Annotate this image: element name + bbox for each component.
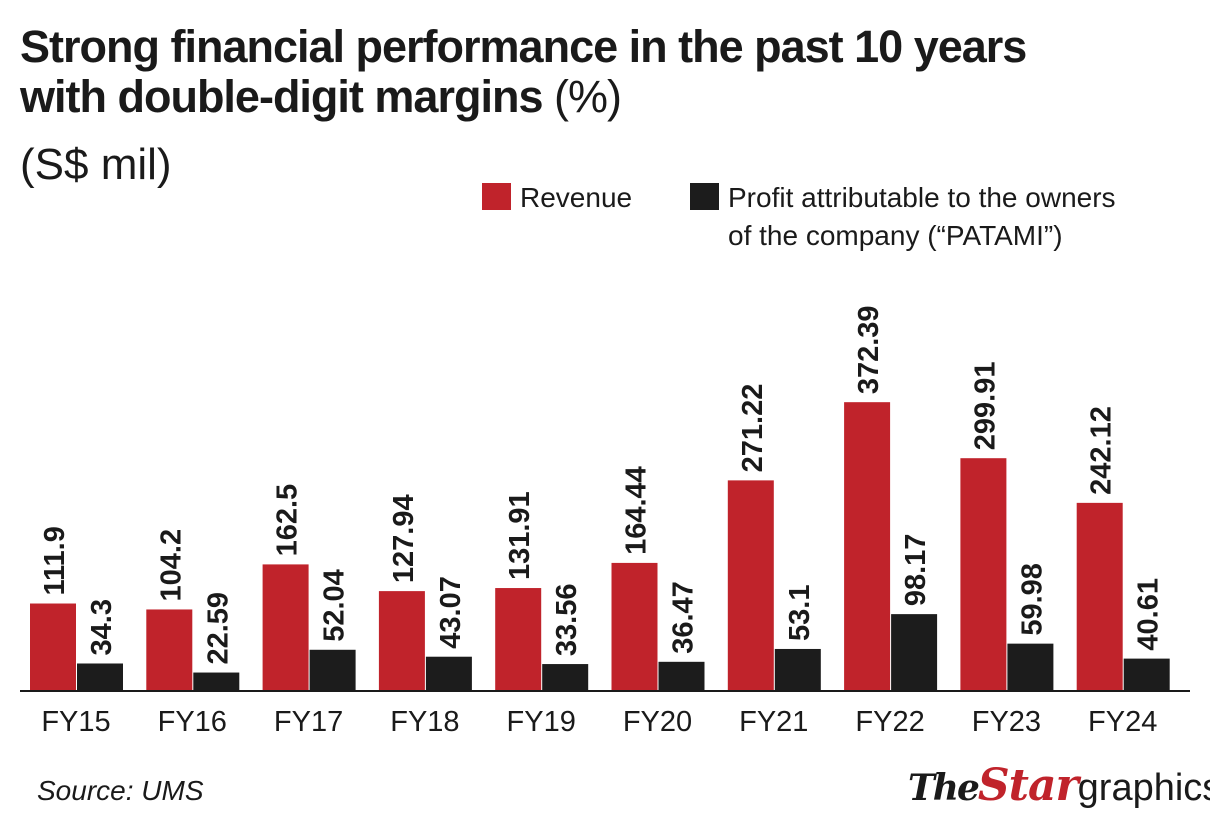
bar-patami-fy18 [425, 656, 472, 690]
source-note: Source: UMS [37, 775, 204, 806]
bar-revenue-fy21 [727, 480, 774, 690]
legend-patami: Profit attributable to the owners of the… [690, 180, 1190, 260]
x-tick-label-fy24: FY24 [1088, 706, 1157, 738]
x-tick-label-fy21: FY21 [739, 706, 808, 738]
data-label-revenue-fy20: 164.44 [621, 466, 653, 555]
data-label-revenue-fy17: 162.5 [272, 484, 304, 557]
bar-patami-fy23 [1007, 643, 1054, 690]
legend-patami-swatch [690, 183, 719, 210]
bar-revenue-fy16 [146, 609, 193, 690]
data-label-revenue-fy16: 104.2 [155, 529, 187, 602]
data-label-patami-fy15: 34.3 [86, 599, 118, 655]
bar-revenue-fy18 [378, 591, 425, 690]
data-label-patami-fy18: 43.07 [435, 576, 467, 649]
x-tick-label-fy23: FY23 [972, 706, 1041, 738]
data-label-revenue-fy15: 111.9 [39, 526, 71, 595]
data-label-patami-fy16: 22.59 [202, 592, 234, 665]
bar-revenue-fy17 [262, 564, 309, 690]
bar-chart: 111.9 34.3 FY15 104.2 22.59 FY16 162.5 52.04 FY1… [20, 305, 1190, 738]
x-tick-label-fy20: FY20 [623, 706, 692, 738]
logo-star: Star [977, 760, 1079, 811]
logo-the: The [908, 767, 980, 809]
x-tick-label-fy22: FY22 [855, 706, 924, 738]
data-label-revenue-fy19: 131.91 [504, 491, 536, 580]
x-tick-label-fy16: FY16 [158, 706, 227, 738]
bar-patami-fy22 [891, 614, 938, 690]
bar-revenue-fy20 [611, 562, 658, 690]
title-line-1: Strong financial performance in the past… [20, 21, 1027, 72]
chart-title: Strong financial performance in the past… [20, 22, 1190, 122]
legend-revenue: Revenue [482, 180, 682, 220]
bar-patami-fy20 [658, 661, 705, 690]
bar-revenue-fy19 [495, 588, 542, 690]
x-tick-label-fy18: FY18 [390, 706, 459, 738]
bar-patami-fy21 [774, 648, 821, 690]
bar-revenue-fy24 [1076, 502, 1123, 690]
data-label-revenue-fy23: 299.91 [969, 361, 1001, 450]
data-label-patami-fy17: 52.04 [319, 569, 351, 642]
data-label-revenue-fy18: 127.94 [388, 494, 420, 583]
the-star-graphics-logo: TheStargraphics [908, 760, 1210, 820]
x-tick-label-fy17: FY17 [274, 706, 343, 738]
legend-patami-label-1: Profit attributable to the owners [728, 182, 1116, 213]
data-label-patami-fy23: 59.98 [1016, 563, 1048, 636]
bar-patami-fy15 [77, 663, 123, 690]
data-label-patami-fy20: 36.47 [668, 581, 700, 654]
data-label-revenue-fy22: 372.39 [853, 305, 885, 394]
data-label-revenue-fy24: 242.12 [1086, 406, 1118, 495]
title-unit: (%) [554, 71, 622, 122]
logo-graphics: graphics [1077, 767, 1210, 809]
bar-patami-fy16 [193, 672, 240, 690]
data-label-patami-fy19: 33.56 [551, 583, 583, 656]
data-label-patami-fy22: 98.17 [900, 534, 932, 607]
data-label-patami-fy24: 40.61 [1133, 578, 1165, 651]
x-tick-label-fy15: FY15 [41, 706, 110, 738]
data-label-revenue-fy21: 271.22 [737, 384, 769, 473]
legend-patami-label-2: of the company (“PATAMI”) [728, 220, 1063, 251]
legend-revenue-label: Revenue [520, 182, 633, 213]
bar-revenue-fy15 [30, 603, 76, 690]
chart-subtitle: (S$ mil) [20, 140, 172, 189]
title-line-2: with double-digit margins [20, 71, 543, 122]
legend-revenue-swatch [482, 183, 511, 210]
bar-patami-fy17 [309, 649, 356, 690]
bar-revenue-fy22 [844, 402, 891, 690]
x-tick-label-fy19: FY19 [507, 706, 576, 738]
bar-patami-fy19 [542, 664, 589, 690]
data-label-patami-fy21: 53.1 [784, 585, 816, 641]
bar-revenue-fy23 [960, 458, 1007, 690]
bar-patami-fy24 [1123, 658, 1170, 690]
